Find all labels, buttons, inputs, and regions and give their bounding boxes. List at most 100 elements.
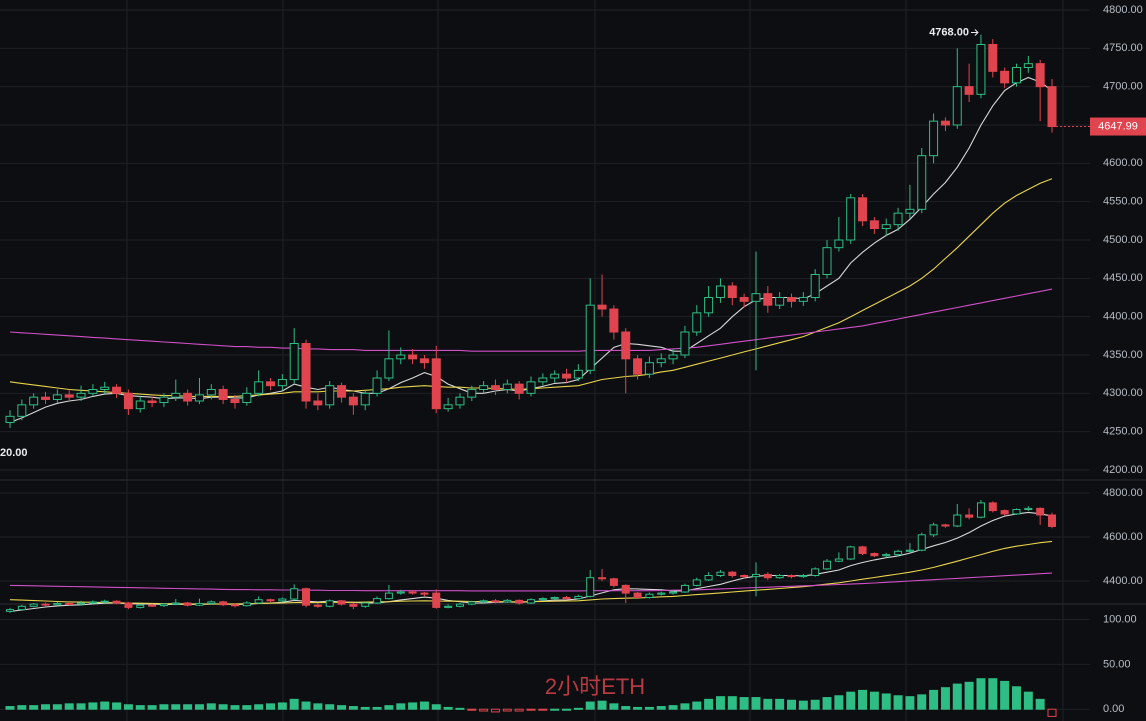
candle-body (894, 550, 903, 556)
candle-body (645, 593, 654, 599)
candle-body (254, 381, 264, 394)
candle-body (301, 343, 311, 402)
histogram-bar (41, 704, 51, 710)
candle-body (1036, 507, 1045, 516)
histogram-bar (100, 701, 110, 710)
candle-body (337, 600, 346, 605)
y-tick-label: 50.00 (1103, 658, 1131, 670)
candle-body (728, 571, 737, 577)
histogram-bar (313, 703, 323, 710)
candle-body (360, 392, 370, 406)
histogram-bar (810, 699, 820, 710)
low-label: 20.00 (0, 447, 28, 459)
candle-body (704, 297, 714, 314)
histogram-bar (301, 701, 311, 710)
candle-body (313, 400, 323, 406)
candle-body (976, 502, 985, 518)
candle-body (230, 398, 240, 404)
candle-body (159, 603, 168, 607)
candle-body (206, 389, 216, 396)
histogram-bar (585, 701, 595, 710)
candle-body (775, 297, 785, 306)
high-arrow (970, 29, 979, 36)
candle-body (17, 605, 26, 611)
candle-body (751, 573, 760, 578)
candle-body (64, 394, 74, 398)
candle-body (17, 404, 27, 417)
candle-body (846, 546, 855, 560)
candle-body (277, 379, 287, 387)
histogram-bar (384, 705, 394, 710)
candle-body (1048, 514, 1056, 527)
histogram-bar (905, 696, 915, 710)
histogram-bar (869, 691, 879, 710)
candle-body (5, 415, 15, 423)
candle-body (396, 591, 405, 594)
histogram-bar (704, 698, 714, 710)
candle-body (692, 312, 702, 333)
candle-body (408, 591, 417, 594)
candle-body (1012, 509, 1021, 515)
candle-body (502, 383, 512, 390)
histogram-bar (775, 698, 785, 710)
histogram-bar (929, 689, 939, 710)
candle-body (550, 597, 559, 600)
candle-body (621, 584, 630, 594)
histogram-bar (976, 678, 986, 710)
candle-body (656, 358, 666, 364)
candle-body (384, 592, 393, 600)
candle-body (740, 575, 749, 578)
candle-body (573, 369, 583, 379)
histogram-bar (159, 704, 169, 710)
candle-body (194, 394, 204, 402)
candle-body (988, 502, 997, 512)
histogram-bar (834, 695, 844, 710)
candle-body (419, 358, 429, 364)
histogram-bar (680, 703, 690, 710)
candle-body (479, 600, 488, 603)
candle-body (195, 602, 204, 606)
candle-body (704, 575, 713, 581)
histogram-bar (952, 683, 962, 710)
histogram-bar (964, 681, 974, 710)
candle-body (266, 381, 275, 387)
histogram-bar (325, 704, 335, 710)
candle-body (112, 386, 122, 394)
candle-body (787, 297, 796, 302)
candle-body (290, 588, 299, 600)
candle-body (444, 605, 453, 608)
histogram-bar (656, 706, 666, 710)
candle-body (65, 602, 74, 605)
candle-body (669, 591, 678, 594)
histogram-bar (893, 695, 903, 710)
candle-body (940, 120, 950, 126)
candle-body (586, 577, 595, 597)
histogram-bar (17, 705, 27, 710)
candle-body (123, 392, 133, 410)
y-tick-label: 4450.00 (1103, 272, 1143, 284)
candle-body (798, 297, 808, 302)
y-tick-label: 4250.00 (1103, 426, 1143, 438)
histogram-bar (573, 707, 583, 710)
y-tick-label: 4750.00 (1103, 42, 1143, 54)
candle-body (727, 285, 737, 298)
histogram-bar (123, 704, 133, 710)
y-tick-label: 4400.00 (1103, 311, 1143, 323)
candle-body (490, 385, 500, 390)
candle-body (929, 120, 939, 157)
candle-body (349, 603, 358, 607)
candle-body (77, 602, 86, 605)
y-tick-label: 4300.00 (1103, 387, 1143, 399)
histogram-bar (266, 703, 275, 710)
candle-body (964, 86, 974, 95)
candle-body (242, 392, 252, 404)
candle-body (692, 579, 701, 586)
histogram-bar (419, 701, 429, 710)
candle-body (787, 575, 796, 578)
candle-body (976, 44, 986, 95)
histogram-bar (609, 703, 619, 710)
histogram-bar (822, 697, 832, 710)
candle-body (148, 604, 157, 607)
histogram-bar (218, 704, 228, 710)
